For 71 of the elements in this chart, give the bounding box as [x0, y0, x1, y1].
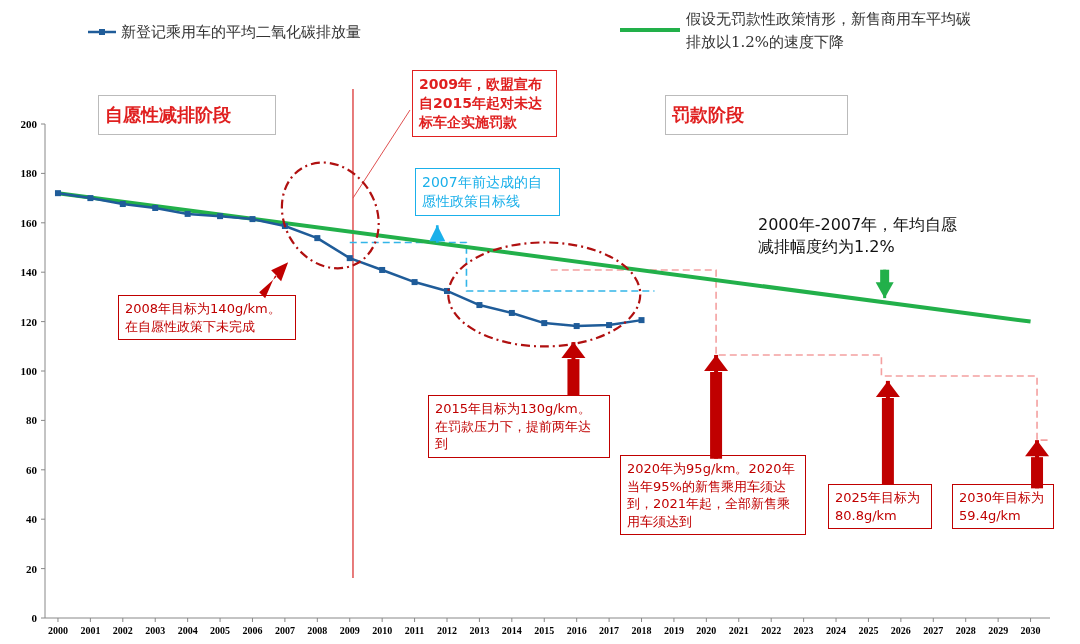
x-tick-label: 2017 — [599, 625, 620, 636]
annotation: 自愿性减排阶段 — [98, 95, 276, 136]
point — [54, 190, 61, 197]
x-tick-label: 2013 — [469, 625, 490, 636]
x-tick-label: 2004 — [177, 625, 198, 636]
y-tick-label: 0 — [31, 612, 38, 624]
annotation: 2025年目标为80.8g/km — [828, 484, 932, 530]
x-tick-label: 2019 — [663, 625, 684, 636]
x-tick-label: 2002 — [112, 625, 133, 636]
point — [249, 216, 256, 223]
x-tick-label: 2021 — [728, 625, 749, 636]
legend-label: 新登记乘用车的平均二氧化碳排放量 — [121, 22, 361, 43]
annotation: 2020年为95g/km。2020年当年95%的新售乘用车须达到，2021年起，全部新售乘用车须达到 — [620, 455, 806, 536]
point — [217, 213, 224, 220]
legend-label: 假设无罚款性政策情形，新售商用车平均碳排放以1.2%的速度下降 — [686, 9, 971, 54]
x-tick-label: 2009 — [339, 625, 360, 636]
point — [508, 309, 515, 316]
x-tick-label: 2011 — [404, 625, 425, 636]
y-tick-label: 180 — [20, 167, 38, 180]
point — [638, 317, 645, 324]
y-tick-label: 100 — [20, 365, 38, 377]
x-tick-label: 2000 — [47, 625, 68, 636]
x-tick-label: 2008 — [307, 625, 328, 636]
y-tick-label: 40 — [26, 513, 38, 526]
point — [411, 279, 418, 286]
x-tick-label: 2020 — [696, 625, 717, 636]
x-tick-label: 2027 — [923, 625, 944, 636]
x-tick-label: 2005 — [210, 625, 231, 636]
x-tick-label: 2014 — [501, 625, 522, 636]
annotation: 2000年-2007年，年均自愿减排幅度约为1.2% — [757, 214, 959, 258]
point — [87, 195, 94, 202]
point — [379, 266, 386, 273]
point — [346, 255, 353, 262]
annotation: 2030年目标为59.4g/km — [952, 484, 1054, 530]
y-tick-label: 140 — [20, 266, 38, 279]
x-tick-label: 2007 — [274, 625, 295, 636]
annotation: 罚款阶段 — [665, 95, 848, 136]
y-tick-label: 120 — [20, 315, 38, 328]
y-tick-label: 160 — [20, 216, 38, 229]
x-tick-label: 2028 — [955, 625, 976, 636]
x-tick-label: 2030 — [1020, 625, 1041, 636]
x-tick-label: 2025 — [858, 625, 879, 636]
point — [184, 210, 191, 217]
y-tick-label: 80 — [26, 414, 38, 427]
x-tick-label: 2023 — [793, 625, 814, 636]
x-tick-label: 2006 — [242, 625, 263, 636]
annotation: 2009年，欧盟宣布自2015年起对未达标车企实施罚款 — [412, 70, 557, 137]
annotation: 2007年前达成的自愿性政策目标线 — [415, 168, 560, 216]
annotation: 2015年目标为130g/km。在罚款压力下，提前两年达到 — [428, 395, 610, 458]
y-tick-label: 60 — [26, 463, 38, 476]
x-tick-label: 2016 — [566, 625, 587, 636]
y-tick-label: 200 — [20, 118, 38, 130]
x-tick-label: 2012 — [437, 625, 457, 636]
y-tick-label: 20 — [26, 562, 38, 575]
x-tick-label: 2022 — [761, 625, 782, 636]
x-tick-label: 2029 — [988, 625, 1009, 636]
point — [314, 235, 321, 242]
x-tick-label: 2001 — [80, 625, 101, 636]
x-tick-label: 2024 — [826, 625, 847, 636]
point — [541, 320, 548, 327]
x-tick-label: 2015 — [534, 625, 555, 636]
x-tick-label: 2018 — [631, 625, 652, 636]
x-tick-label: 2026 — [890, 625, 911, 636]
point — [119, 201, 126, 208]
point — [152, 204, 159, 211]
annotation: 2008年目标为140g/km。在自愿性政策下未完成 — [118, 295, 296, 341]
point — [476, 302, 483, 309]
point — [606, 322, 613, 329]
point — [573, 323, 580, 330]
x-tick-label: 2003 — [145, 625, 166, 636]
x-tick-label: 2010 — [372, 625, 393, 636]
